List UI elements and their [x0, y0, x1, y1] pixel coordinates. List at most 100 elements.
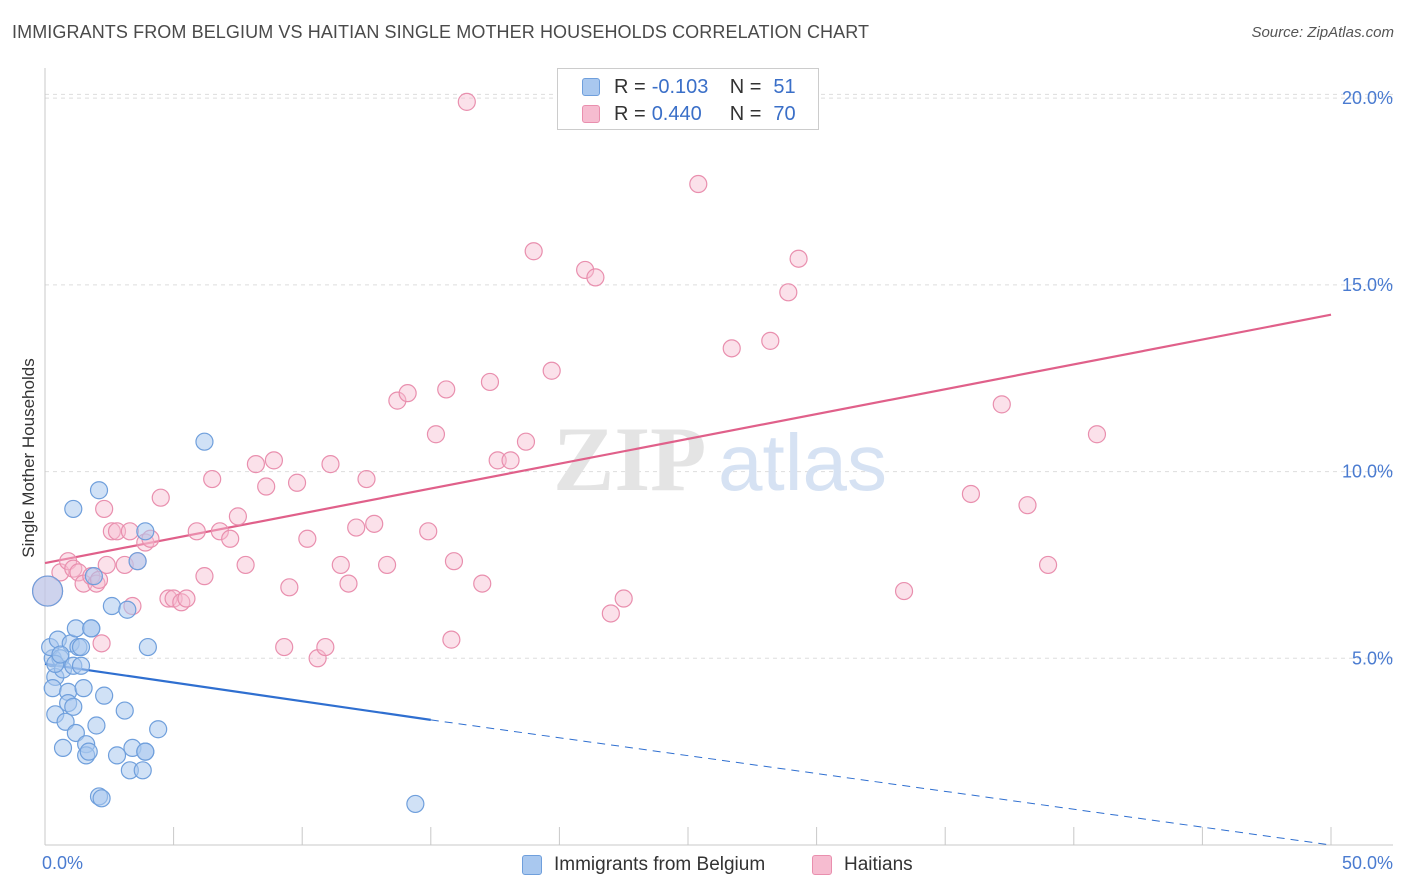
y-tick-label: 15.0% — [1342, 275, 1393, 295]
belgium-point — [71, 637, 91, 657]
haitians-point — [187, 522, 206, 541]
haitians-point — [473, 574, 492, 593]
belgium-point — [84, 567, 103, 586]
watermark-atlas: atlas — [718, 418, 887, 507]
haitians-point — [761, 331, 780, 350]
belgium-point — [66, 619, 85, 638]
haitians-point — [347, 518, 366, 537]
belgium-swatch — [582, 78, 600, 96]
belgium-point — [56, 712, 75, 731]
belgium-point — [79, 742, 98, 761]
belgium-point — [102, 596, 121, 616]
belgium-point — [115, 701, 134, 720]
haitians-point — [257, 477, 276, 496]
haitians-point — [357, 469, 376, 489]
belgium-point — [64, 697, 83, 716]
belgium-point — [64, 499, 83, 519]
belgium-point — [195, 432, 214, 451]
haitians-point — [264, 451, 284, 470]
haitians-point — [203, 469, 222, 489]
chart-title: IMMIGRANTS FROM BELGIUM VS HAITIAN SINGL… — [12, 22, 870, 42]
haitians-point — [151, 488, 170, 507]
belgium-point — [53, 738, 73, 758]
haitians-point — [488, 451, 507, 470]
belgium-point — [74, 679, 93, 698]
r-value: -0.103 — [651, 75, 709, 98]
belgium-legend-label: Immigrants from Belgium — [554, 854, 766, 875]
haitians-point — [442, 630, 461, 649]
haitians-point — [501, 451, 520, 470]
belgium-trend-line — [44, 662, 431, 721]
haitians-point — [426, 425, 446, 444]
tick-labels: 5.0% 10.0% 15.0% 20.0% 0.0% 50.0% — [42, 88, 1393, 873]
haitians-point — [228, 507, 247, 526]
y-tick-label: 20.0% — [1342, 88, 1393, 108]
legend-item-haitians: Haitians — [812, 852, 913, 878]
belgium-point — [66, 723, 85, 743]
haitians-point — [524, 242, 543, 261]
haitians-point — [280, 578, 299, 597]
haitians-point — [576, 260, 595, 280]
belgium-point — [138, 637, 157, 657]
belgium-point — [71, 656, 91, 675]
haitians-point — [1087, 425, 1107, 444]
haitians-trend-line — [44, 313, 1332, 565]
r-value: 0.440 — [651, 102, 702, 125]
haitians-point — [961, 484, 981, 504]
source-label: Source: ZipAtlas.com — [1251, 24, 1394, 41]
haitians-legend-swatch — [812, 855, 832, 875]
haitians-point — [388, 391, 407, 410]
haitians-point — [107, 522, 127, 541]
haitians-point — [246, 455, 266, 474]
haitians-legend-label: Haitians — [844, 854, 913, 875]
haitians-point — [95, 499, 114, 519]
haitians-point — [779, 283, 798, 302]
haitians-point — [1038, 555, 1058, 575]
stats-legend: R = -0.103 N = 51 R = 0.440 N = 70 — [557, 68, 819, 130]
haitians-point — [601, 604, 620, 623]
belgium-point — [406, 794, 425, 814]
belgium-point — [31, 575, 64, 607]
belgium-point — [92, 789, 111, 808]
belgium-point — [118, 600, 137, 619]
haitians-point — [298, 529, 317, 548]
haitians-point — [236, 555, 255, 575]
x-tick-label: 50.0% — [1342, 853, 1393, 873]
y-axis-title: Single Mother Households — [19, 358, 38, 557]
haitians-point — [419, 522, 438, 541]
haitians-point — [275, 637, 294, 657]
r-label: R = — [614, 75, 646, 98]
trend-lines — [44, 313, 1332, 846]
belgium-point — [43, 679, 62, 698]
axes — [44, 68, 1393, 846]
haitians-point — [331, 555, 350, 575]
haitians-point — [516, 432, 536, 451]
haitians-point — [614, 589, 633, 608]
belgium-trend-extension — [430, 719, 1332, 846]
haitians-point — [542, 361, 561, 380]
legend-item-belgium: Immigrants from Belgium — [522, 852, 765, 878]
haitians-point — [92, 634, 111, 653]
belgium-legend-swatch — [522, 855, 542, 875]
y-tick-label: 5.0% — [1352, 648, 1393, 668]
belgium-point — [95, 686, 114, 705]
data-points — [31, 92, 1107, 814]
haitians-point — [287, 473, 307, 492]
belgium-point — [136, 522, 155, 541]
haitians-point — [210, 522, 229, 541]
haitians-point — [444, 552, 464, 571]
haitians-point — [1018, 496, 1037, 515]
haitians-point — [586, 268, 605, 287]
haitians-point — [177, 589, 196, 608]
haitians-point — [480, 372, 500, 392]
y-tick-label: 10.0% — [1342, 462, 1393, 482]
watermark-zip: ZIP — [553, 408, 706, 510]
belgium-point — [136, 742, 155, 761]
stats-legend-row-belgium: R = -0.103 N = 51 — [582, 74, 796, 100]
haitians-point — [437, 380, 456, 399]
haitians-point — [689, 174, 708, 194]
watermark: ZIP atlas — [553, 408, 887, 510]
n-label: N = — [729, 102, 762, 125]
belgium-point — [107, 746, 127, 765]
